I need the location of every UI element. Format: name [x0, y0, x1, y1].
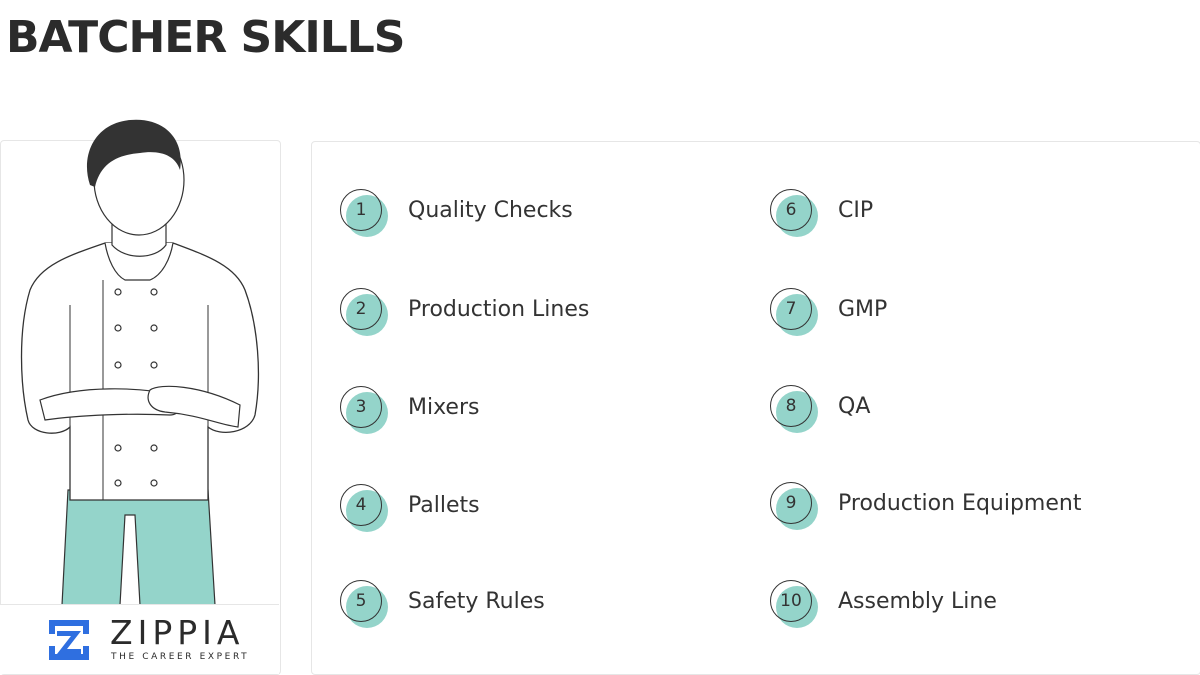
skill-number: 10	[780, 591, 802, 611]
skill-number: 8	[785, 396, 797, 416]
skill-label: Production Equipment	[838, 491, 1082, 516]
skill-label: Safety Rules	[408, 589, 545, 614]
skill-label: Assembly Line	[838, 589, 997, 614]
skill-label: Mixers	[408, 395, 480, 420]
zippia-logo: ZIPPIA THE CAREER EXPERT	[0, 604, 279, 674]
skill-number: 5	[355, 591, 367, 611]
skill-number: 7	[785, 299, 797, 319]
skill-label: GMP	[838, 297, 888, 322]
skill-label: QA	[838, 394, 871, 419]
logo-name: ZIPPIA	[110, 613, 245, 652]
skill-label: CIP	[838, 198, 874, 223]
skill-number: 9	[785, 493, 797, 513]
page-title: BATCHER SKILLS	[6, 12, 405, 63]
skill-label: Production Lines	[408, 297, 590, 322]
skill-number: 4	[355, 495, 367, 515]
chef-illustration	[20, 119, 260, 605]
skills-card	[311, 141, 1200, 675]
skill-label: Pallets	[408, 493, 480, 518]
skill-number: 1	[355, 200, 367, 220]
skill-label: Quality Checks	[408, 198, 573, 223]
skill-number: 3	[355, 397, 367, 417]
skill-number: 6	[785, 200, 797, 220]
logo-tagline: THE CAREER EXPERT	[111, 652, 250, 662]
skill-number: 2	[355, 299, 367, 319]
zippia-logo-icon	[49, 620, 89, 660]
